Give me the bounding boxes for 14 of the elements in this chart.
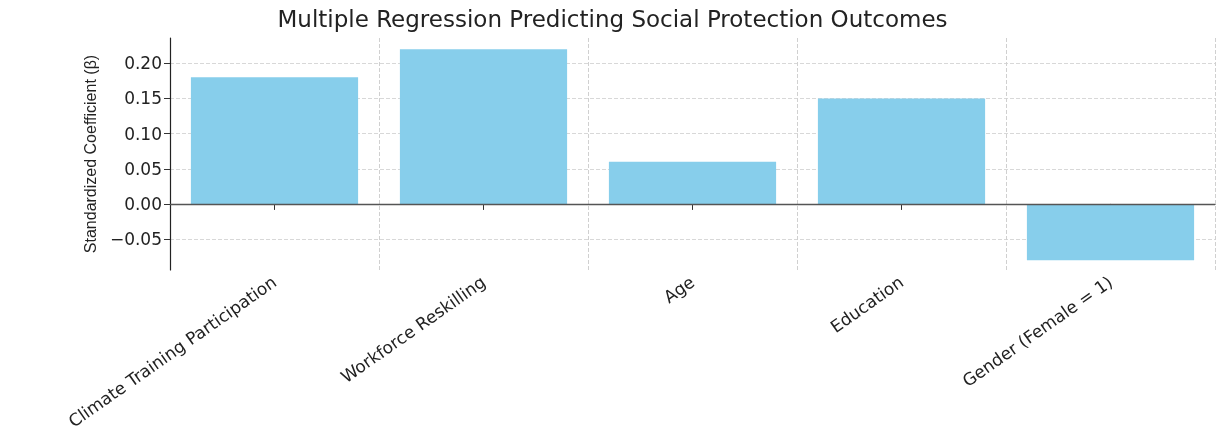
- y-tick-label: 0.05: [124, 158, 162, 179]
- bar: [1026, 203, 1195, 261]
- y-tick-label: 0.20: [124, 53, 162, 74]
- y-axis-title: Standardized Coefficient (β): [81, 54, 99, 254]
- bar: [608, 161, 777, 204]
- bar: [399, 49, 568, 204]
- y-tick-label: −0.05: [109, 229, 162, 250]
- bar: [190, 77, 359, 204]
- chart-title: Multiple Regression Predicting Social Protection Outcomes: [277, 5, 948, 32]
- y-tick-label: 0.15: [124, 88, 162, 109]
- x-tick-label: Age: [659, 271, 699, 308]
- y-tick-label: 0.10: [124, 123, 162, 144]
- y-tick-label: 0.00: [124, 193, 162, 214]
- bar: [817, 98, 986, 204]
